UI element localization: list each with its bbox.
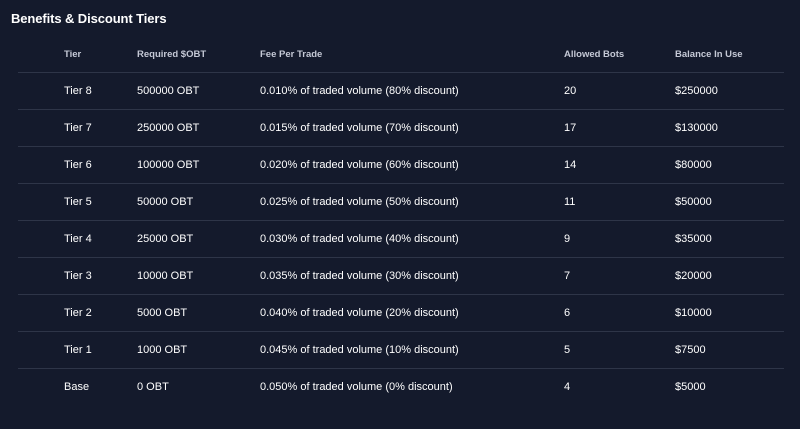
cell-fee: 0.010% of traded volume (80% discount) — [260, 72, 564, 110]
table-header-row: Tier Required $OBT Fee Per Trade Allowed… — [18, 36, 784, 73]
cell-required: 1000 OBT — [137, 331, 260, 369]
cell-bots: 17 — [564, 109, 675, 147]
cell-fee: 0.020% of traded volume (60% discount) — [260, 146, 564, 184]
cell-tier: Tier 8 — [64, 72, 137, 110]
page-title: Benefits & Discount Tiers — [11, 11, 167, 26]
cell-tier: Tier 5 — [64, 183, 137, 221]
cell-balance: $20000 — [675, 257, 784, 295]
table-row: Tier 3 10000 OBT 0.035% of traded volume… — [18, 257, 784, 295]
row-spacer — [18, 294, 64, 332]
row-spacer — [18, 146, 64, 184]
cell-fee: 0.035% of traded volume (30% discount) — [260, 257, 564, 295]
cell-balance: $7500 — [675, 331, 784, 369]
row-spacer — [18, 257, 64, 295]
row-spacer — [18, 183, 64, 221]
table-row: Tier 2 5000 OBT 0.040% of traded volume … — [18, 294, 784, 332]
cell-fee: 0.040% of traded volume (20% discount) — [260, 294, 564, 332]
cell-balance: $250000 — [675, 72, 784, 110]
table-row: Tier 1 1000 OBT 0.045% of traded volume … — [18, 331, 784, 369]
cell-balance: $130000 — [675, 109, 784, 147]
cell-balance: $80000 — [675, 146, 784, 184]
row-spacer — [18, 220, 64, 258]
table-row: Tier 5 50000 OBT 0.025% of traded volume… — [18, 183, 784, 221]
cell-tier: Tier 6 — [64, 146, 137, 184]
header-balance-in-use: Balance In Use — [675, 36, 784, 73]
cell-fee: 0.045% of traded volume (10% discount) — [260, 331, 564, 369]
cell-fee: 0.030% of traded volume (40% discount) — [260, 220, 564, 258]
cell-balance: $10000 — [675, 294, 784, 332]
header-spacer — [18, 36, 64, 73]
header-allowed-bots: Allowed Bots — [564, 36, 675, 73]
header-fee-per-trade: Fee Per Trade — [260, 36, 564, 73]
cell-required: 25000 OBT — [137, 220, 260, 258]
cell-required: 50000 OBT — [137, 183, 260, 221]
cell-tier: Tier 4 — [64, 220, 137, 258]
cell-required: 5000 OBT — [137, 294, 260, 332]
cell-bots: 7 — [564, 257, 675, 295]
tiers-table: Tier Required $OBT Fee Per Trade Allowed… — [18, 36, 784, 405]
cell-balance: $35000 — [675, 220, 784, 258]
cell-bots: 11 — [564, 183, 675, 221]
cell-required: 0 OBT — [137, 381, 169, 393]
row-spacer — [18, 109, 64, 147]
cell-fee: 0.050% of traded volume (0% discount) — [260, 381, 453, 393]
row-spacer — [18, 369, 64, 406]
cell-fee: 0.025% of traded volume (50% discount) — [260, 183, 564, 221]
cell-tier: Tier 7 — [64, 109, 137, 147]
table-row: Tier 6 100000 OBT 0.020% of traded volum… — [18, 146, 784, 184]
cell-tier: Tier 2 — [64, 294, 137, 332]
cell-required: 10000 OBT — [137, 257, 260, 295]
cell-tier: Tier 3 — [64, 257, 137, 295]
cell-bots: 9 — [564, 220, 675, 258]
table-row: Tier 7 250000 OBT 0.015% of traded volum… — [18, 109, 784, 147]
table-row: Tier 8 500000 OBT 0.010% of traded volum… — [18, 72, 784, 110]
cell-balance: $50000 — [675, 183, 784, 221]
cell-bots: 14 — [564, 146, 675, 184]
cell-fee: 0.015% of traded volume (70% discount) — [260, 109, 564, 147]
cell-bots: 4 — [564, 381, 571, 393]
header-tier: Tier — [64, 36, 137, 73]
cell-tier: Tier 1 — [64, 331, 137, 369]
cell-required: 250000 OBT — [137, 109, 260, 147]
cell-bots: 5 — [564, 331, 675, 369]
row-spacer — [18, 72, 64, 110]
table-row: Base 0 OBT 0.050% of traded volume (0% d… — [18, 369, 784, 406]
table-row: Tier 4 25000 OBT 0.030% of traded volume… — [18, 220, 784, 258]
cell-balance: $5000 — [675, 381, 706, 393]
cell-required: 100000 OBT — [137, 146, 260, 184]
cell-required: 500000 OBT — [137, 72, 260, 110]
cell-tier: Base — [64, 381, 90, 393]
cell-bots: 20 — [564, 72, 675, 110]
row-spacer — [18, 331, 64, 369]
cell-bots: 6 — [564, 294, 675, 332]
header-required-obt: Required $OBT — [137, 36, 260, 73]
